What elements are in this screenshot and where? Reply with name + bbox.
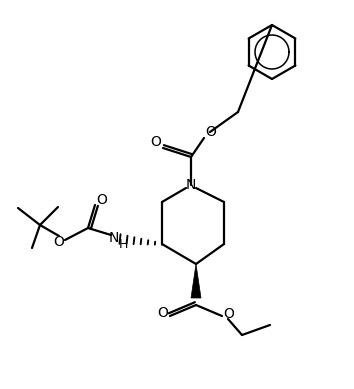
Text: O: O: [158, 306, 169, 320]
Text: O: O: [224, 307, 234, 321]
Text: O: O: [53, 235, 64, 249]
Text: O: O: [206, 125, 216, 139]
Polygon shape: [191, 264, 201, 298]
Text: H: H: [118, 238, 128, 251]
Text: N: N: [186, 178, 196, 192]
Text: N: N: [109, 231, 119, 245]
Text: O: O: [97, 193, 107, 207]
Text: O: O: [150, 135, 161, 149]
